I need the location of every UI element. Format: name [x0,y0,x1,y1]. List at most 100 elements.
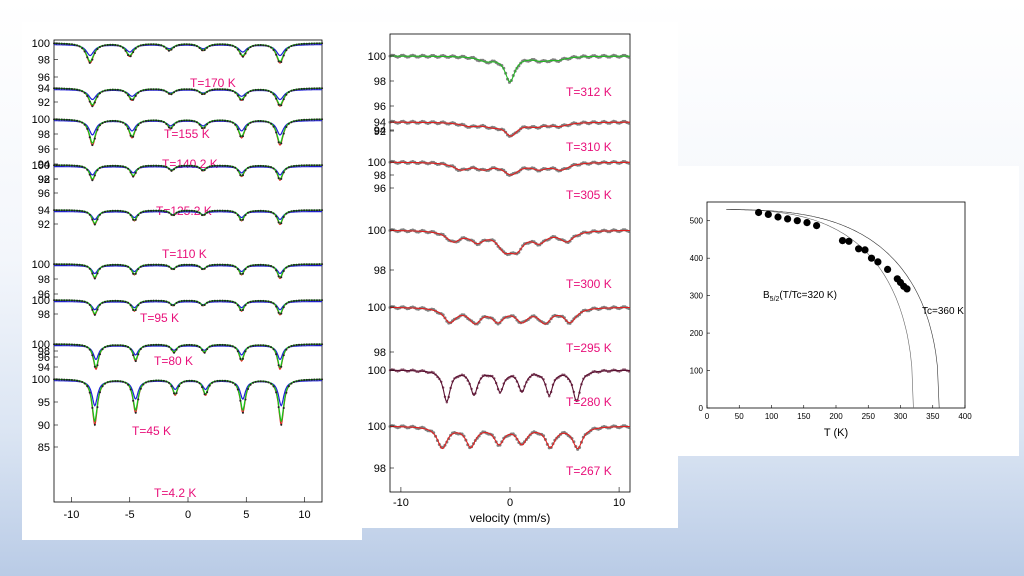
data-point [803,219,811,227]
y-tick-label: 100 [32,114,50,126]
y-tick-label: 98 [38,55,50,67]
y-tick-label: 98 [374,347,386,359]
fit-curve-blue [54,301,322,311]
y-tick-label: 94 [374,117,386,129]
y-tick-label: 400 [690,254,704,263]
y-tick-label: 98 [374,265,386,277]
y-tick-label: 100 [368,365,386,377]
y-tick-label: 96 [38,289,50,301]
fit-curve-green [54,299,322,315]
data-point [903,285,911,293]
x-axis-label: T (K) [824,427,848,439]
y-tick-label: 98 [38,309,50,321]
x-tick-label: 10 [298,509,310,521]
temperature-label: T=95 K [140,311,179,325]
fit-curve [390,425,630,450]
fit-curve-green [54,42,322,63]
temperature-label: T=110 K [162,247,207,261]
curve-label-part: B [763,290,770,301]
fit-curve-green [54,378,322,423]
fit-curve [390,306,630,325]
spectrum-0: 100 98 96 94 T=312 K [368,51,631,137]
y-tick-label: 100 [368,225,386,237]
fit-curve-green [53,164,322,180]
y-tick-label: 100 [32,295,50,307]
y-tick-label: 94 [38,362,50,374]
y-tick-label: 94 [38,205,50,217]
y-tick-label: 100 [32,38,50,50]
y-tick-label: 100 [32,160,50,172]
panel-low-temperature-spectra: -10 -5 0 5 10 100 98 96 T=170 K 94 92 T=155 K 100 98 9… [22,22,362,540]
temperature-label: T=170 K [190,76,236,90]
x-tick-label: 10 [613,497,625,509]
y-tick-label: 94 [38,159,50,171]
data-points [53,87,324,108]
fit-curve-blue [54,89,322,101]
y-tick-label: 92 [38,174,50,186]
data-point [838,237,847,245]
x-tick-label: 200 [829,412,843,421]
y-tick-label: 96 [374,101,386,113]
plot-frame [389,33,631,493]
spectrum-5: 100 T=280 K [368,365,630,409]
chart-hyperfine-field-vs-temperature: 0 50 100 150 200 250 300 350 400 0 100 200 300 400 500… [690,201,972,439]
data-points [53,378,324,426]
temperature-label: T=267 K [566,464,612,478]
data-point [845,237,853,245]
y-tick-label: 96 [38,188,50,200]
spectrum-8: 100 95 90 85 T=4.2 K [32,374,324,500]
y-tick-label: 96 [38,352,50,364]
y-tick-label: 92 [38,97,50,109]
y-tick-label: 100 [368,421,386,433]
spectrum-1: 94 92 T=155 K [38,83,324,141]
x-tick-label: 0 [185,509,191,521]
y-tick-label: 96 [374,183,386,195]
y-tick-label: 94 [374,125,386,137]
y-tick-label: 100 [32,339,50,351]
data-point [867,254,876,262]
y-tick-label: 85 [38,442,50,454]
temperature-label: T=280 K [566,395,612,409]
spectrum-6: 100 98 T=267 K [368,421,631,478]
x-tick-label: 300 [894,412,908,421]
spectrum-5: 100 98 96 T=95 K [32,259,324,325]
data-point [764,210,772,218]
fit-curve [390,121,630,137]
y-tick-label: 200 [690,329,704,338]
curve-label-subscript: 5/2 [770,296,780,303]
y-tick-label: 100 [368,302,386,314]
y-tick-label: 100 [368,157,386,169]
data-point [884,265,892,273]
y-tick-label: 98 [38,274,50,286]
curve-label-b52: B5/2(T/Tc=320 K) [763,290,837,303]
fit-curve-blue [54,380,322,407]
y-tick-label: 95 [38,397,50,409]
y-tick-label: 98 [38,174,50,186]
temperature-label: T=4.2 K [154,486,196,500]
data-points [53,118,324,147]
data-point [855,245,863,253]
fit-curve-blue [54,345,322,361]
x-tick-label: -10 [393,497,409,509]
data-point [774,213,782,221]
fit-curve-green [54,209,322,225]
spectrum-4: 100 98 T=295 K [368,302,631,359]
y-tick-label: 90 [38,420,50,432]
y-tick-label: 98 [374,76,386,88]
x-tick-label: -5 [125,509,135,521]
temperature-label: T=295 K [566,341,612,355]
fit-curve [390,369,630,403]
data-point [813,222,821,230]
fit-curve [390,55,630,83]
curve-label-tc360: Tc=360 K [922,306,964,317]
theory-curve [726,209,914,409]
temperature-label: T=300 K [566,277,612,291]
y-tick-label: 98 [374,170,386,182]
temperature-label: T=305 K [566,188,612,202]
temperature-label: T=155 K [164,127,210,141]
